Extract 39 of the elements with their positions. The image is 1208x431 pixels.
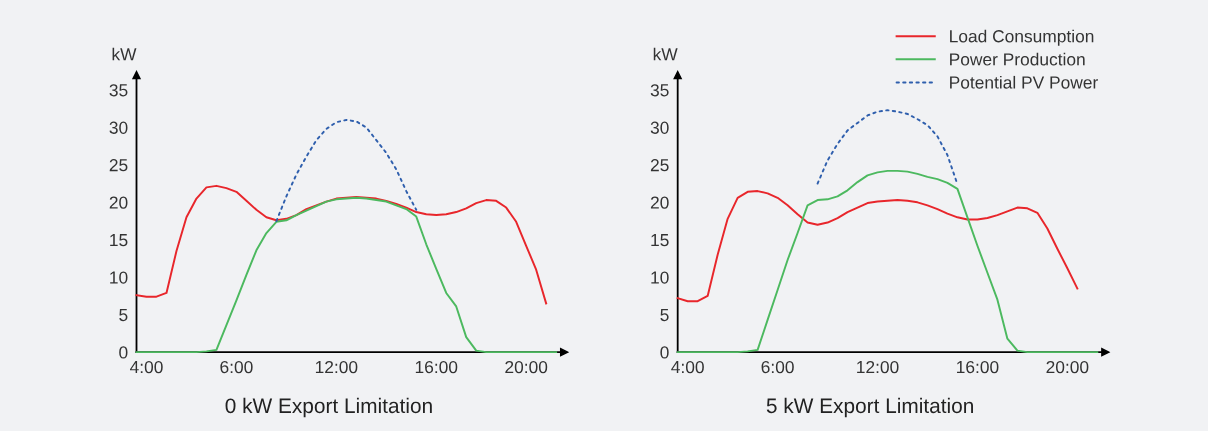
x-tick-label: 12:00 — [315, 360, 358, 374]
x-tick-label: 12:00 — [857, 360, 899, 374]
legend-label: Potential PV Power — [950, 75, 1098, 89]
x-tick-label: 20:00 — [1046, 360, 1089, 374]
x-tick-label: 16:00 — [957, 360, 999, 374]
x-tick-label: 4:00 — [671, 360, 704, 374]
y-tick-label: 0 — [119, 346, 128, 359]
y-tick-label: 20 — [650, 196, 669, 209]
text: 5 kW Export Limitation — [766, 397, 973, 418]
legend-label: Power Production — [950, 52, 1085, 66]
x-tick-label: 6:00 — [220, 360, 253, 374]
y-tick-label: 0 — [660, 346, 669, 359]
y-tick-label: 15 — [110, 234, 128, 247]
x-tick-label: 6:00 — [761, 360, 794, 374]
y-tick-label: 30 — [109, 121, 128, 134]
y-tick-label: 5 — [660, 309, 669, 322]
y-tick-label: 25 — [109, 159, 128, 172]
y-tick-label: 20 — [109, 196, 128, 209]
line-series — [676, 169, 1099, 354]
line-series — [816, 109, 959, 186]
x-tick-label: 16:00 — [415, 360, 458, 374]
y-tick-label: 35 — [109, 84, 128, 97]
y-tick-label: 10 — [110, 271, 128, 284]
y-tick-label: 35 — [650, 84, 669, 97]
text: 0 kW Export Limitation — [225, 397, 432, 418]
y-axis-title: kW — [112, 47, 137, 61]
line-series — [676, 190, 1079, 303]
y-tick-label: 10 — [651, 271, 669, 284]
y-tick-label: 25 — [650, 159, 669, 172]
y-tick-label: 5 — [119, 309, 128, 322]
line-series — [135, 184, 548, 305]
line-series — [135, 196, 558, 354]
y-tick-label: 15 — [651, 234, 669, 247]
legend-label: Load Consumption — [950, 29, 1094, 46]
y-tick-label: 30 — [650, 121, 669, 134]
y-axis-title: kW — [653, 47, 678, 61]
line-series — [275, 118, 418, 223]
x-tick-label: 20:00 — [505, 360, 548, 374]
x-tick-label: 4:00 — [130, 360, 163, 374]
